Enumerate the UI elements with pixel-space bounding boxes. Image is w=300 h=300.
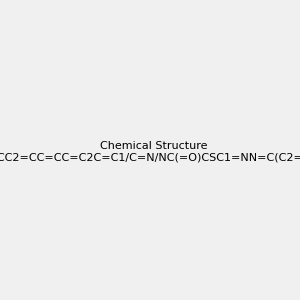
Text: Chemical Structure
OC1=CC2=CC=CC=C2C=C1/C=N/NC(=O)CSC1=NN=C(C2=CC(OC): Chemical Structure OC1=CC2=CC=CC=C2C=C1/… xyxy=(0,141,300,162)
